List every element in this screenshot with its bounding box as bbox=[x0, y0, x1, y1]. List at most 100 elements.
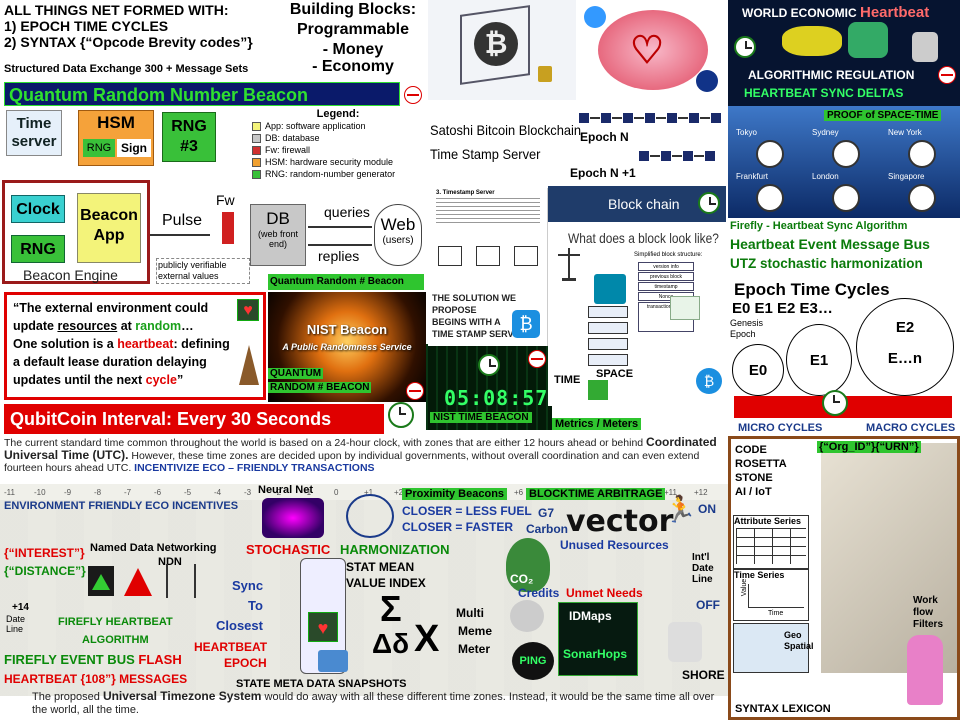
closer-1: CLOSER = LESS FUEL bbox=[402, 504, 532, 518]
tz-number: -11 bbox=[4, 488, 15, 497]
proximity-beacons: Proximity Beacons bbox=[402, 488, 508, 500]
legend-text: software application bbox=[286, 121, 366, 131]
quote-box: “The external environment could update r… bbox=[4, 292, 266, 400]
slide-title: Block chain bbox=[608, 196, 680, 212]
bb-line-2: Programmable bbox=[296, 21, 410, 38]
interest-label: {“INTEREST”} bbox=[4, 546, 85, 560]
rng3-box: RNG #3 bbox=[162, 112, 216, 162]
heartbeat-108: HEARTBEAT {108”} MESSAGES bbox=[4, 672, 188, 686]
heart-card-icon: ♥ bbox=[308, 612, 338, 642]
bitcoin-icon: ₿ bbox=[474, 22, 518, 66]
sync-2: To bbox=[248, 598, 263, 613]
tz-number: -9 bbox=[64, 488, 72, 497]
neural-net-label: Neural Net bbox=[258, 484, 314, 496]
bitcoin-cube: ₿ bbox=[428, 0, 576, 100]
metronome-icon bbox=[239, 345, 259, 385]
footprint-icon bbox=[506, 538, 550, 592]
web-label: Web bbox=[380, 215, 416, 234]
robot-toy-icon bbox=[668, 622, 702, 662]
rosetta-code: CODE bbox=[735, 444, 767, 456]
unmet-needs: Unmet Needs bbox=[566, 586, 643, 600]
city-label: Singapore bbox=[888, 172, 925, 181]
header-item-2: 2) SYNTAX {“Opcode Brevity codes”} bbox=[4, 34, 253, 50]
tz-number: -1 bbox=[304, 488, 312, 497]
rosetta-panel: {“Org_ID”}{“URN”} CODE ROSETTA STONE AI … bbox=[728, 436, 960, 720]
db-label: DB bbox=[266, 209, 290, 228]
satoshi-line-1: Satoshi Bitcoin Blockchain bbox=[430, 122, 582, 138]
sync-3: Closest bbox=[216, 618, 263, 633]
firefly-line-2: Heartbeat Event Message Bus bbox=[730, 236, 930, 252]
nist-time-panel: 05:08:57 NIST TIME BEACON bbox=[426, 344, 552, 430]
chain-block bbox=[660, 150, 672, 162]
heartbeat-epoch-1: HEARTBEAT bbox=[194, 640, 268, 654]
workflow-line-2: flow bbox=[913, 607, 933, 618]
building-blocks: Building Blocks: Programmable - Money - … bbox=[278, 0, 428, 75]
rosetta-rosetta: ROSETTA bbox=[735, 458, 787, 470]
clock-face-icon bbox=[756, 184, 784, 212]
web-box: Web (users) bbox=[374, 204, 422, 266]
epoch-n1-label: Epoch N +1 bbox=[570, 166, 636, 180]
paper-diagram bbox=[438, 236, 538, 276]
queries-arrow bbox=[308, 226, 372, 228]
epoch-clock-icon bbox=[822, 390, 848, 416]
epoch-e0-circle: E0 bbox=[732, 344, 784, 396]
heart-circle bbox=[598, 10, 708, 90]
off-label: OFF bbox=[696, 598, 720, 612]
genesis-label: Genesis Epoch bbox=[730, 318, 764, 339]
workflow-line-1: Work bbox=[913, 595, 938, 606]
tz-number: +12 bbox=[694, 488, 708, 497]
heartbeat-epoch-2: EPOCH bbox=[224, 656, 267, 670]
scales-justice-icon bbox=[346, 494, 394, 538]
time-label: TIME bbox=[554, 374, 581, 386]
shore-label: SHORE bbox=[682, 668, 725, 682]
epoch-row: E0 E1 E2 E3… bbox=[732, 300, 833, 317]
hsm-sign: Sign bbox=[117, 139, 151, 157]
multi-2: Meme bbox=[458, 624, 493, 638]
qubit-clock-icon bbox=[388, 402, 414, 428]
city-label: Sydney bbox=[812, 128, 839, 137]
world-clock: Singapore bbox=[888, 172, 960, 214]
tz-number: +6 bbox=[514, 488, 524, 497]
world-clock: New York bbox=[888, 128, 960, 170]
legend-text: database bbox=[282, 133, 320, 143]
structured-data-label: Structured Data Exchange 300 + Message S… bbox=[4, 63, 249, 75]
bitcoin-badge-icon: ₿ bbox=[512, 310, 540, 338]
stat-2: VALUE INDEX bbox=[346, 576, 426, 590]
quote-line-3: One solution is a heartbeat: defining bbox=[13, 337, 230, 351]
carbon-label: Carbon bbox=[526, 522, 568, 536]
chain-block bbox=[688, 112, 700, 124]
neural-net-icon bbox=[262, 498, 324, 538]
phone-icon bbox=[594, 274, 626, 304]
delta-symbol: Δδ bbox=[372, 628, 410, 659]
beacon-pulse-icon bbox=[406, 382, 424, 400]
web-sub: (users) bbox=[382, 235, 414, 246]
quote-line-1: “The external environment could bbox=[13, 301, 209, 315]
nist-time-label: NIST TIME BEACON bbox=[430, 412, 532, 423]
syntax-lexicon: SYNTAX LEXICON bbox=[735, 703, 831, 715]
city-label: Tokyo bbox=[736, 128, 757, 137]
nist-beacon-title: NIST Beacon bbox=[306, 322, 388, 337]
pulse-arrow bbox=[150, 234, 210, 236]
nato-icon bbox=[696, 70, 718, 92]
rosetta-ai: AI / IoT bbox=[735, 486, 772, 498]
tz-number: +1 bbox=[364, 488, 374, 497]
simplified-label: Simplified block structure: bbox=[634, 252, 703, 258]
legend-swatch bbox=[252, 134, 261, 144]
robot-cartoon bbox=[782, 26, 842, 56]
legend-text: random-number generator bbox=[290, 169, 396, 179]
replies-arrow bbox=[308, 244, 372, 246]
header-item-1: 1) EPOCH TIME CYCLES bbox=[4, 18, 169, 34]
idmaps-label: IDMaps bbox=[569, 609, 612, 623]
sonar-label: SonarHops bbox=[563, 647, 628, 661]
clock-box: Clock bbox=[11, 195, 65, 223]
satoshi-line-2: Time Stamp Server bbox=[430, 146, 541, 162]
world-map-panel: -11-10-9-8-7-6-5-4-3-2-10+1+2+3+4+5+6+7+… bbox=[0, 484, 728, 696]
camera-icon bbox=[318, 650, 348, 672]
hearts-cartoon: ♡ bbox=[578, 0, 726, 100]
on-label: ON bbox=[698, 502, 716, 516]
nist-beacon-subtitle: A Public Randomness Service bbox=[282, 342, 412, 352]
legend-text: hardware security module bbox=[290, 157, 394, 167]
world-econ-panel: WORLD ECONOMIC Heartbeat ALGORITHMIC REG… bbox=[728, 0, 960, 106]
sigma-symbol: Σ bbox=[380, 588, 402, 629]
heartbeat-sync: HEARTBEAT SYNC DELTAS bbox=[744, 86, 904, 100]
